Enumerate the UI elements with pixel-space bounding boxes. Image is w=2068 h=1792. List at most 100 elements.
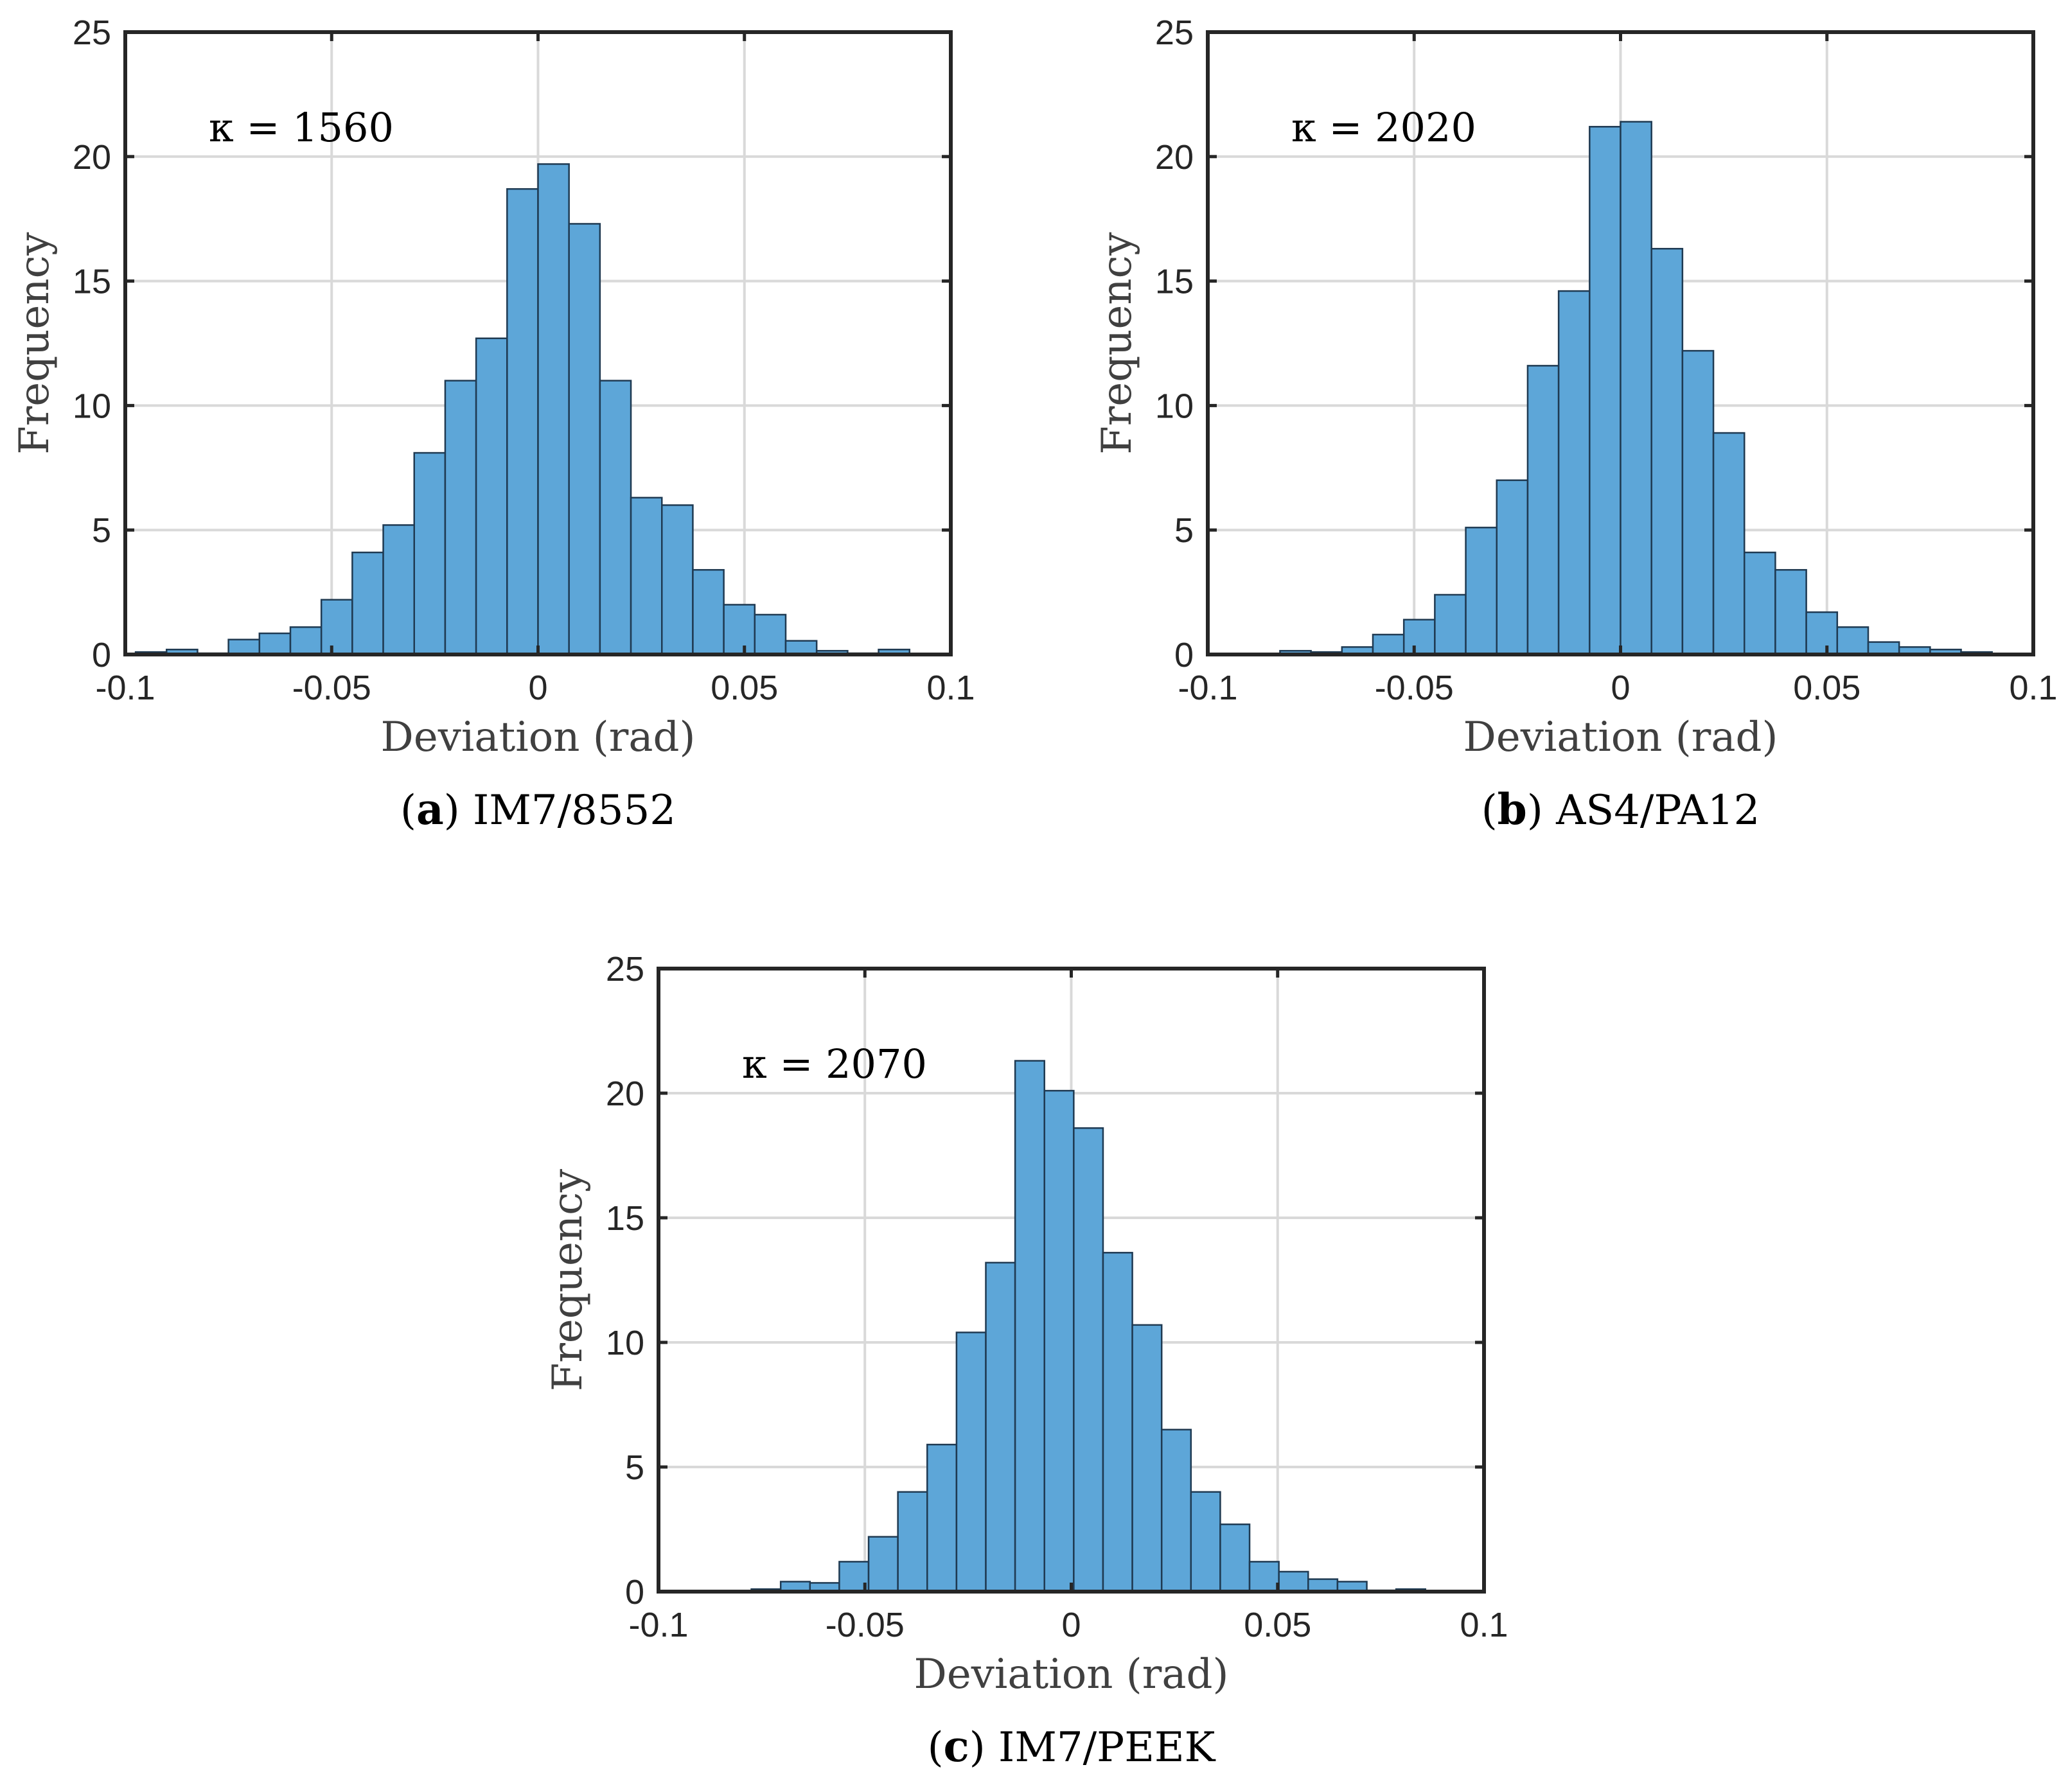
histogram-bar bbox=[723, 604, 756, 656]
histogram-bar bbox=[1190, 1491, 1221, 1593]
histogram-bar bbox=[1372, 633, 1405, 656]
histogram-bar bbox=[867, 1536, 899, 1593]
histogram-bar bbox=[444, 380, 477, 656]
caption-open-paren: ( bbox=[400, 787, 416, 834]
y-tick-label: 15 bbox=[1155, 263, 1194, 301]
caption-close-paren: ) bbox=[444, 787, 473, 834]
x-tick-label: -0.1 bbox=[628, 1606, 688, 1644]
histogram-bar bbox=[289, 626, 323, 656]
histogram-bar bbox=[1248, 1561, 1280, 1593]
x-tick-label: 0 bbox=[1611, 669, 1630, 707]
histogram-bar bbox=[1043, 1089, 1075, 1593]
panel-caption: (c) IM7/PEEK bbox=[928, 1721, 1216, 1771]
y-tick-labels: 0 5 10 15 20 25 bbox=[1155, 13, 1194, 674]
histogram-bar bbox=[1496, 479, 1529, 656]
histogram-bar bbox=[351, 551, 384, 656]
y-tick-label: 15 bbox=[606, 1199, 644, 1238]
histogram-bar bbox=[1526, 365, 1560, 656]
x-tick-label: -0.1 bbox=[95, 669, 155, 707]
histogram-bar bbox=[320, 599, 353, 656]
y-tick-label: 25 bbox=[1155, 13, 1194, 52]
y-tick-label: 25 bbox=[73, 13, 111, 52]
y-tick-labels: 0 5 10 15 20 25 bbox=[73, 13, 111, 674]
histogram-bar bbox=[1557, 290, 1591, 656]
histogram-bar bbox=[1712, 432, 1745, 656]
bar-group bbox=[1279, 121, 1993, 656]
x-tick-label: 0 bbox=[1061, 1606, 1081, 1644]
y-axis-title: Frequency bbox=[1093, 232, 1141, 454]
y-tick-labels: 0 5 10 15 20 25 bbox=[606, 950, 644, 1612]
caption-open-paren: ( bbox=[1481, 787, 1498, 834]
histogram-bar bbox=[1434, 593, 1467, 656]
bar-group bbox=[134, 163, 910, 656]
x-tick-labels: -0.1 -0.05 0 0.05 0.1 bbox=[95, 669, 975, 707]
kappa-annotation: κ = 2020 bbox=[1291, 104, 1476, 151]
caption-text: IM7/PEEK bbox=[998, 1724, 1216, 1771]
y-tick-label: 20 bbox=[606, 1075, 644, 1113]
caption-close-paren: ) bbox=[1527, 787, 1556, 834]
histogram-bar bbox=[506, 188, 539, 656]
histogram-bar bbox=[1219, 1523, 1251, 1593]
histogram-bar bbox=[1836, 626, 1869, 656]
histogram-panel-a: -0.1 -0.05 0 0.05 0.1 0 5 10 15 20 25 κ = 1560 De… bbox=[11, 13, 975, 834]
histogram-bar bbox=[1131, 1324, 1163, 1593]
histogram-bar bbox=[537, 163, 570, 656]
y-tick-label: 15 bbox=[73, 263, 111, 301]
y-axis-title: Frequency bbox=[544, 1169, 592, 1391]
y-tick-label: 0 bbox=[92, 636, 111, 674]
histogram-bar bbox=[692, 568, 725, 656]
caption-letter: c bbox=[944, 1721, 969, 1771]
kappa-annotation: κ = 1560 bbox=[209, 104, 394, 151]
histogram-bar bbox=[258, 632, 292, 656]
histogram-bar bbox=[1650, 247, 1684, 656]
histogram-bar bbox=[1402, 619, 1436, 656]
x-tick-label: 0.05 bbox=[1793, 669, 1860, 707]
histogram-bar bbox=[599, 380, 632, 656]
y-tick-label: 5 bbox=[92, 511, 111, 550]
y-tick-label: 0 bbox=[625, 1573, 644, 1612]
bar-group bbox=[750, 1060, 1427, 1593]
caption-text: IM7/8552 bbox=[473, 787, 676, 834]
y-tick-label: 20 bbox=[73, 138, 111, 177]
histogram-panel-b: -0.1 -0.05 0 0.05 0.1 0 5 10 15 20 25 κ = 2020 De… bbox=[1093, 13, 2058, 834]
y-tick-label: 10 bbox=[606, 1324, 644, 1362]
x-tick-label: -0.1 bbox=[1178, 669, 1237, 707]
histogram-bar bbox=[955, 1331, 987, 1593]
x-tick-label: 0.05 bbox=[1244, 1606, 1311, 1644]
x-tick-label: -0.05 bbox=[292, 669, 371, 707]
x-tick-label: 0.05 bbox=[711, 669, 778, 707]
tick-marks bbox=[657, 967, 1486, 1594]
histogram-bar bbox=[227, 638, 261, 656]
y-tick-label: 0 bbox=[1174, 636, 1194, 674]
histogram-bar bbox=[475, 337, 508, 656]
kappa-annotation: κ = 2070 bbox=[742, 1041, 927, 1087]
histogram-bar bbox=[926, 1443, 958, 1593]
x-axis-title: Deviation (rad) bbox=[1463, 714, 1778, 761]
histogram-bar bbox=[1014, 1060, 1045, 1593]
panel-caption: (a) IM7/8552 bbox=[400, 784, 676, 834]
tick-marks bbox=[123, 30, 953, 656]
x-tick-label: 0.1 bbox=[1460, 1606, 1508, 1644]
histogram-bar bbox=[784, 640, 818, 656]
x-tick-labels: -0.1 -0.05 0 0.05 0.1 bbox=[628, 1606, 1508, 1644]
histogram-bar bbox=[1744, 551, 1776, 656]
histogram-bar bbox=[754, 613, 787, 656]
histogram-bar bbox=[985, 1261, 1016, 1593]
y-tick-label: 5 bbox=[625, 1448, 644, 1487]
histogram-bar bbox=[568, 223, 601, 656]
y-tick-label: 10 bbox=[73, 387, 111, 425]
histogram-bar bbox=[382, 524, 415, 656]
caption-close-paren: ) bbox=[969, 1724, 998, 1771]
x-axis-title: Deviation (rad) bbox=[914, 1651, 1229, 1698]
histogram-bar bbox=[661, 504, 694, 656]
y-tick-label: 10 bbox=[1155, 387, 1194, 425]
x-tick-label: -0.05 bbox=[1375, 669, 1454, 707]
histogram-bar bbox=[1589, 126, 1622, 656]
y-axis-title: Frequency bbox=[11, 232, 58, 454]
histogram-bar bbox=[413, 452, 446, 656]
tick-marks bbox=[1206, 30, 2035, 656]
histogram-bar bbox=[1160, 1428, 1192, 1593]
histogram-bar bbox=[1774, 568, 1807, 656]
caption-letter: a bbox=[416, 784, 444, 834]
